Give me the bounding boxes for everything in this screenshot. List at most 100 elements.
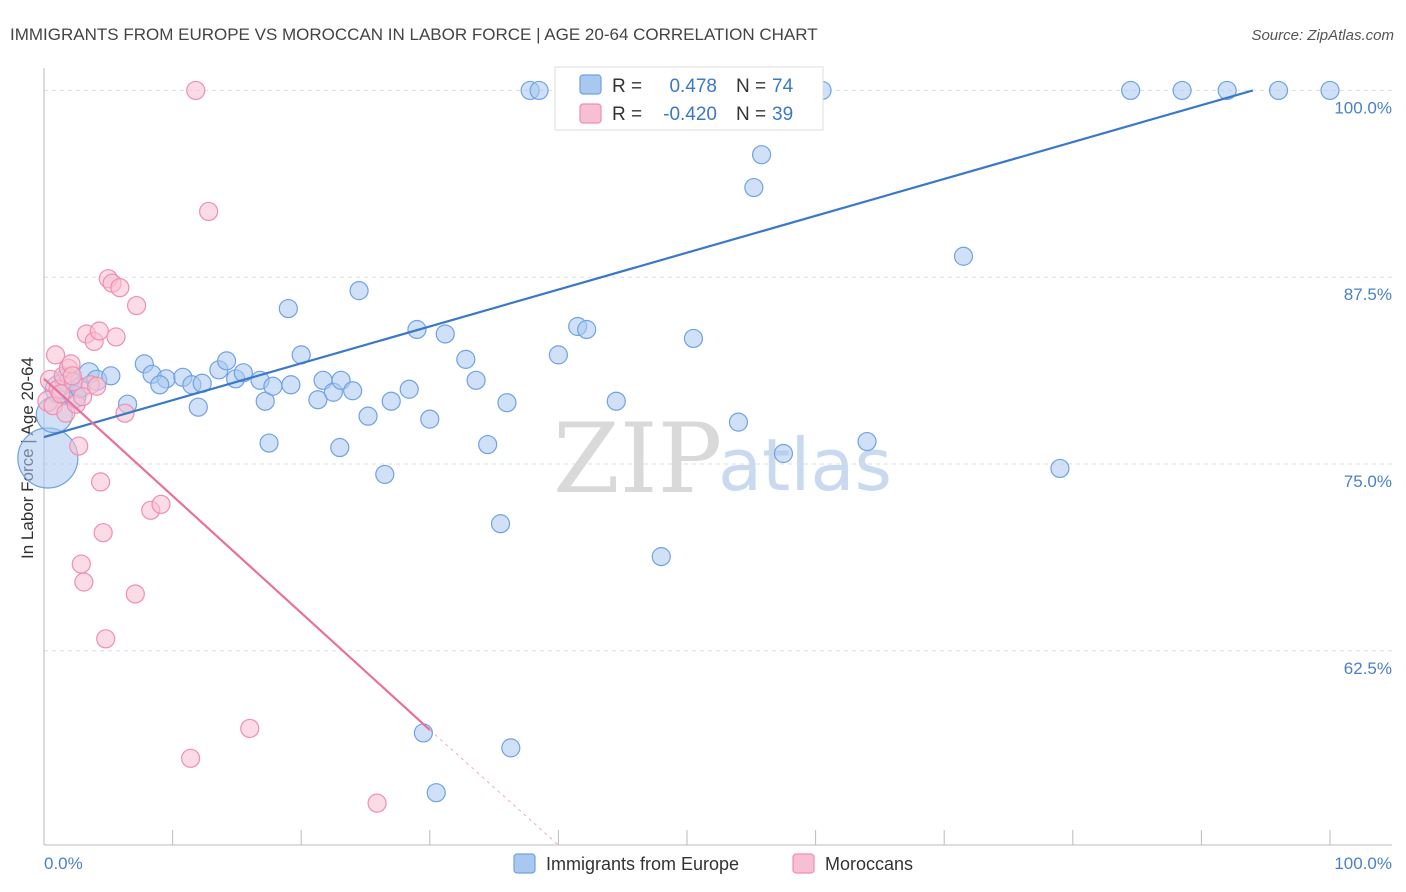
point-0-29[interactable] [343,381,363,401]
point-0-25[interactable] [308,390,328,410]
point-0-21[interactable] [255,391,275,411]
point-0-38[interactable] [478,434,498,455]
point-0-34[interactable] [420,409,440,429]
point-0-48[interactable] [683,328,704,349]
series-1 [37,80,387,813]
stats-legend: R = 0.478 N = 74 R = -0.420 N = 39 [554,66,824,131]
point-0-54[interactable] [857,431,877,452]
series-legend: Immigrants from Europe Moroccans [513,853,913,874]
x-tick-label-max: 100.0% [1334,854,1392,873]
point-1-20[interactable] [90,472,111,492]
legend-swatch-europe[interactable] [513,853,536,874]
x-tick-labels: 0.0% 100.0% [44,854,1392,873]
stats-legend-r-value-europe: 0.478 [669,76,717,97]
point-1-12[interactable] [69,436,89,456]
point-0-55[interactable] [953,246,974,266]
point-0-49[interactable] [728,412,749,432]
y-tick-label-2: 75.0% [1344,472,1392,491]
point-1-25[interactable] [106,327,126,347]
x-tick-label-min: 0.0% [44,854,83,873]
point-0-45[interactable] [606,391,626,411]
point-0-67[interactable] [349,281,369,301]
point-1-31[interactable] [151,494,171,514]
watermark: ZIP atlas [553,403,892,515]
stats-legend-r-label-europe: R = [612,76,642,97]
point-0-8[interactable] [101,366,121,386]
y-tick-label-3: 62.5% [1344,659,1392,678]
point-1-22[interactable] [96,629,116,649]
point-0-44[interactable] [577,319,597,340]
axes [43,68,1392,846]
stats-legend-n-label-moroccans: N = [736,104,766,125]
point-0-64[interactable] [259,433,279,453]
point-0-50[interactable] [744,177,764,198]
point-0-60[interactable] [1268,80,1289,101]
point-0-70[interactable] [426,783,446,803]
point-0-36[interactable] [456,349,476,369]
chart-source: Source: ZipAtlas.com [1251,27,1394,44]
point-0-72[interactable] [501,738,521,758]
point-0-71[interactable] [490,514,511,534]
point-1-38[interactable] [72,387,93,407]
point-1-26[interactable] [110,278,130,298]
point-0-51[interactable] [751,145,772,165]
point-0-17[interactable] [217,351,237,371]
point-0-31[interactable] [381,391,401,411]
point-0-56[interactable] [1050,458,1070,479]
legend-swatch-moroccans[interactable] [792,853,815,874]
y-tick-labels: 100.0% 87.5% 75.0% 62.5% [1334,98,1392,677]
stats-legend-n-value-europe: 74 [772,76,794,97]
point-1-18[interactable] [62,366,82,386]
point-1-33[interactable] [186,80,206,101]
point-1-14[interactable] [74,572,94,592]
point-1-28[interactable] [125,584,145,604]
point-0-62[interactable] [150,375,170,395]
point-0-32[interactable] [399,379,419,399]
series-0 [17,80,1340,803]
point-0-69[interactable] [413,723,433,743]
watermark-zip: ZIP [553,403,722,515]
stats-legend-r-label-moroccans: R = [612,104,642,125]
chart-title: IMMIGRANTS FROM EUROPE VS MOROCCAN IN LA… [10,25,818,44]
point-0-59[interactable] [1217,80,1237,101]
point-1-19[interactable] [87,376,107,396]
point-0-30[interactable] [358,406,378,426]
point-1-29[interactable] [126,295,147,316]
point-1-36[interactable] [367,793,387,813]
point-0-41[interactable] [529,80,549,101]
point-0-63[interactable] [188,397,208,417]
point-0-19[interactable] [233,363,253,383]
stats-legend-swatch-moroccans [579,103,602,124]
point-0-39[interactable] [497,393,517,413]
point-0-65[interactable] [278,298,298,319]
point-0-73[interactable] [651,547,671,567]
point-1-13[interactable] [71,554,91,574]
point-1-37[interactable] [89,321,109,341]
point-0-61[interactable] [1320,80,1340,101]
point-1-34[interactable] [199,201,219,222]
point-1-32[interactable] [181,748,201,768]
stats-legend-n-label-europe: N = [736,76,766,97]
point-0-37[interactable] [466,370,486,390]
trend-line-dashed-1 [429,729,559,846]
point-0-22[interactable] [263,376,283,396]
point-0-35[interactable] [435,324,455,344]
legend-label-europe[interactable]: Immigrants from Europe [546,854,739,874]
point-0-57[interactable] [1121,80,1141,101]
point-0-68[interactable] [375,464,395,485]
point-1-3[interactable] [45,345,66,365]
stats-legend-swatch-europe [579,74,602,95]
point-1-35[interactable] [240,718,260,739]
point-0-58[interactable] [1172,80,1192,101]
stats-legend-n-value-moroccans: 39 [772,104,793,125]
point-0-42[interactable] [548,345,569,365]
stats-legend-r-value-moroccans: -0.420 [663,104,717,125]
point-0-52[interactable] [773,443,794,464]
point-1-21[interactable] [93,523,113,543]
legend-label-moroccans[interactable]: Moroccans [825,854,913,874]
series [17,80,1340,846]
y-tick-label-1: 87.5% [1344,285,1392,304]
point-0-66[interactable] [330,437,350,458]
point-0-23[interactable] [281,375,301,395]
